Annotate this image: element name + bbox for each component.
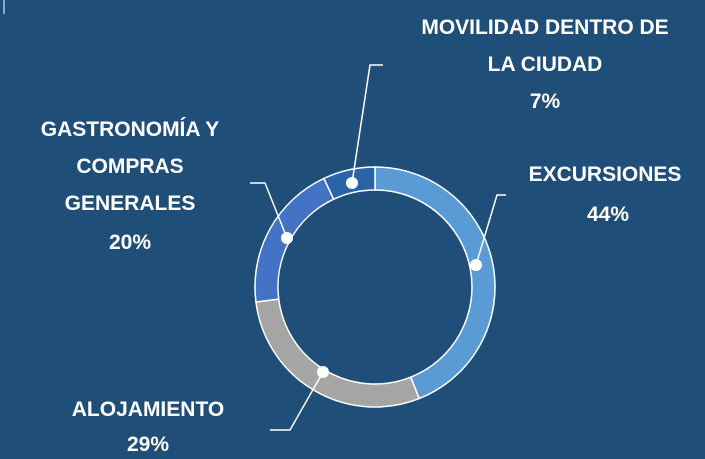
leader-line xyxy=(351,64,383,184)
leader-line xyxy=(270,371,324,431)
value-label: 44% xyxy=(586,203,630,226)
value-label: 20% xyxy=(108,231,152,254)
leader-line xyxy=(250,182,288,239)
leader-line xyxy=(475,194,506,266)
leader-dot xyxy=(346,177,358,189)
donut-segment xyxy=(254,177,335,303)
value-label: 29% xyxy=(126,433,170,456)
value-label: 7% xyxy=(529,90,561,113)
leader-dots xyxy=(281,177,482,378)
category-label: MOVILIDAD DENTRO DE LA CIUDAD xyxy=(421,16,669,76)
segments xyxy=(254,166,496,408)
leader-dot xyxy=(281,232,293,244)
donut-segment xyxy=(255,298,421,408)
leader-dot xyxy=(470,259,482,271)
category-label: ALOJAMIENTO xyxy=(71,398,225,421)
category-label: GASTRONOMÍA Y COMPRAS GENERALES xyxy=(40,118,220,215)
leaders xyxy=(250,64,506,431)
donut-segment xyxy=(374,166,496,400)
leader-dot xyxy=(317,366,329,378)
category-label: EXCURSIONES xyxy=(528,163,682,186)
